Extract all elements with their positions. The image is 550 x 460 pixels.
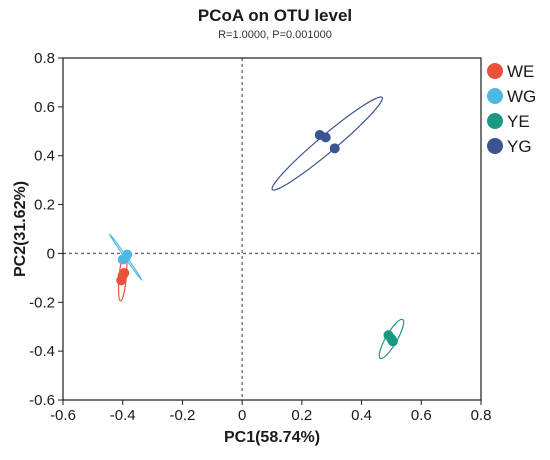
y-tick-label: 0.6 <box>34 99 55 116</box>
y-tick-label: 0.8 <box>34 50 55 67</box>
legend-label-wg: WG <box>507 87 536 106</box>
x-tick-label: 0 <box>238 407 246 424</box>
x-tick-label: -0.4 <box>110 407 136 424</box>
x-tick-label: 0.2 <box>291 407 312 424</box>
plot-frame <box>62 57 482 401</box>
point-ye <box>387 336 398 347</box>
y-tick-label: 0.2 <box>34 197 55 214</box>
point-we <box>116 275 127 286</box>
y-tick-label: -0.6 <box>29 392 55 409</box>
point-yg <box>320 132 331 143</box>
reference-lines <box>63 58 481 400</box>
point-wg <box>117 254 128 265</box>
x-axis-ticks: -0.6 -0.4 -0.2 0 0.2 0.4 0.6 0.8 <box>50 400 491 424</box>
x-tick-label: 0.6 <box>411 407 432 424</box>
x-tick-label: -0.6 <box>50 407 76 424</box>
y-axis-ticks: -0.6 -0.4 -0.2 0 0.2 0.4 0.6 0.8 <box>29 50 63 409</box>
chart-subtitle: R=1.0000, P=0.001000 <box>218 29 332 41</box>
y-tick-label: 0 <box>47 245 55 262</box>
ellipse-yg <box>271 96 384 191</box>
legend-marker-yg <box>487 138 503 154</box>
legend-label-we: WE <box>507 62 534 81</box>
legend-label-yg: YG <box>507 137 532 156</box>
data-points <box>116 129 398 347</box>
x-tick-label: 0.4 <box>351 407 372 424</box>
point-yg <box>329 143 340 154</box>
y-tick-label: 0.4 <box>34 148 55 165</box>
legend-label-ye: YE <box>507 112 530 131</box>
legend-marker-wg <box>487 88 503 104</box>
y-axis-label: PC2(31.62%) <box>12 181 29 277</box>
legend-marker-we <box>487 63 503 79</box>
confidence-ellipses <box>108 96 405 360</box>
legend: WE WG YE YG <box>487 62 536 156</box>
x-axis-label: PC1(58.74%) <box>224 429 320 446</box>
chart-title: PCoA on OTU level <box>197 6 353 25</box>
y-tick-label: -0.4 <box>29 343 55 360</box>
x-tick-label: -0.2 <box>169 407 195 424</box>
y-tick-label: -0.2 <box>29 294 55 311</box>
x-tick-label: 0.8 <box>471 407 492 424</box>
legend-marker-ye <box>487 113 503 129</box>
